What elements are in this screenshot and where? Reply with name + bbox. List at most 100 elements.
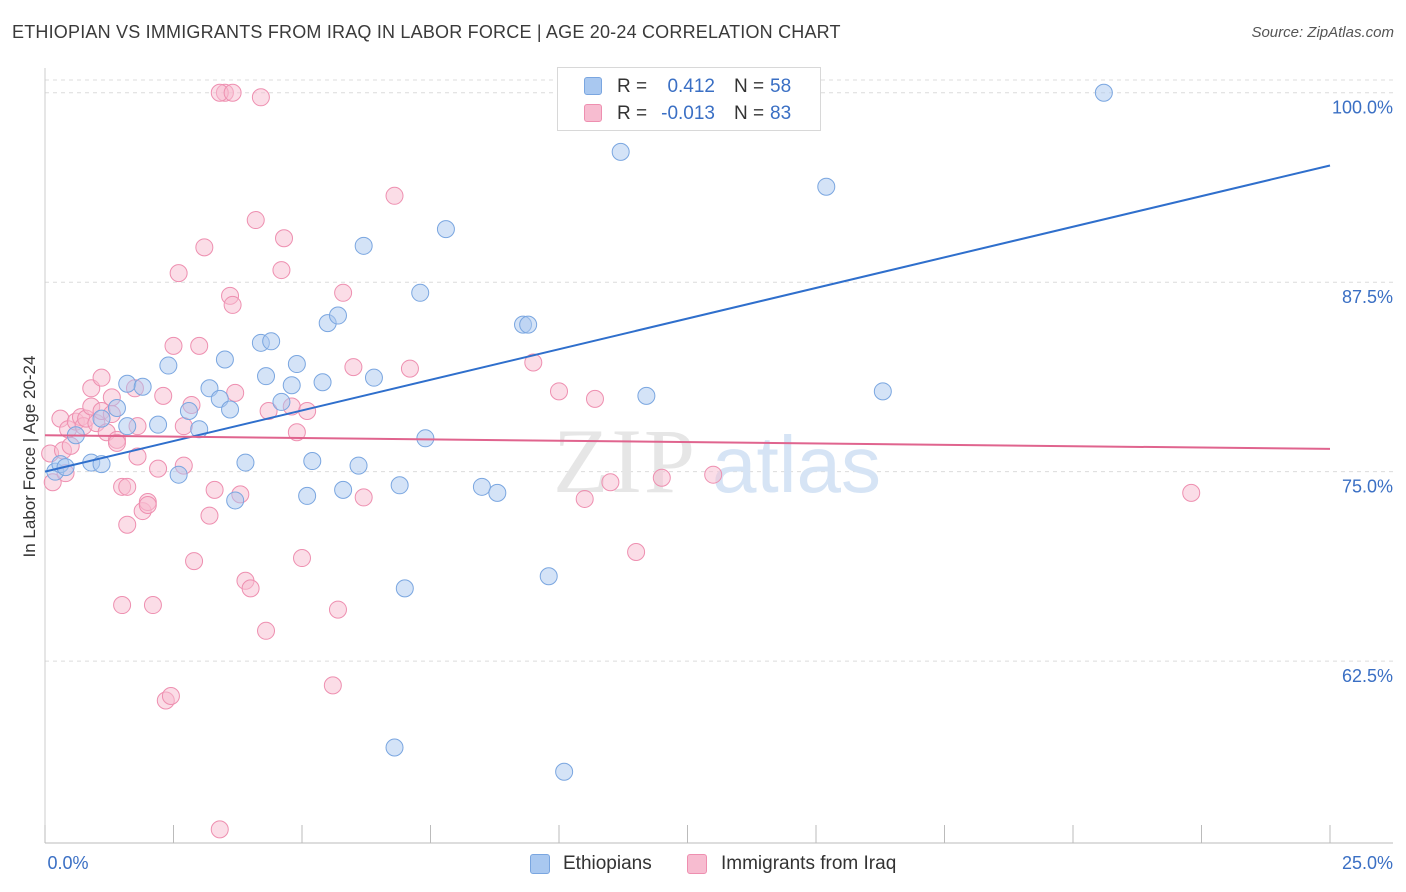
legend-label: Immigrants from Iraq (721, 853, 897, 874)
ethiopians-point (334, 480, 353, 499)
iraq-point (259, 402, 278, 421)
ethiopians-point (262, 332, 281, 351)
chart-title: ETHIOPIAN VS IMMIGRANTS FROM IRAQ IN LAB… (12, 22, 841, 42)
x-tick-label-end: 25.0% (1342, 853, 1393, 873)
trend-lines (44, 164, 1331, 473)
iraq-point (704, 465, 723, 484)
n-value: 58 (770, 76, 792, 97)
iraq-point (107, 433, 126, 452)
ethiopians-trend-line (44, 164, 1331, 473)
iraq-swatch (584, 104, 602, 122)
ethiopians-point (272, 392, 291, 411)
ethiopians-point (179, 402, 198, 421)
ethiopians-point (118, 374, 137, 393)
iraq-point (164, 336, 183, 355)
iraq-point (344, 358, 363, 377)
axis-labels: 62.5% 75.0% 87.5% 100.0% 0.0% 25.0% In Labor F… (20, 98, 1393, 873)
iraq-point (627, 542, 646, 561)
series-ethiopians (46, 83, 1113, 781)
iraq-point (190, 336, 209, 355)
iraq-point (328, 600, 347, 619)
watermark-atlas: atlas (712, 420, 881, 509)
iraq-point (226, 383, 245, 402)
iraq-point (246, 211, 265, 230)
iraq-point (185, 552, 204, 571)
ethiopians-point (488, 483, 507, 502)
ethiopians-point (873, 382, 892, 401)
ethiopians-point (637, 386, 656, 405)
ethiopians-point (411, 283, 430, 302)
y-tick-label: 75.0% (1342, 477, 1393, 497)
ethiopians-point (133, 377, 152, 396)
iraq-point (287, 423, 306, 442)
n-label: N = (734, 76, 765, 97)
ethiopians-point (555, 762, 574, 781)
ethiopians-point (328, 306, 347, 325)
iraq-point (257, 621, 276, 640)
ethiopians-point (282, 376, 301, 395)
ethiopians-point (236, 453, 255, 472)
watermark: ZIP atlas (553, 410, 881, 512)
iraq-point (143, 596, 162, 615)
ethiopians-point (354, 236, 373, 255)
ethiopians-point (159, 356, 178, 375)
ethiopians-point (539, 567, 558, 586)
iraq-point (550, 382, 568, 401)
ethiopians-point (1094, 83, 1113, 102)
ethiopians-point (817, 177, 836, 196)
iraq-point (400, 359, 419, 378)
ethiopians-point (287, 355, 306, 374)
r-label: R = (617, 76, 648, 97)
iraq-trend-line (44, 434, 1331, 450)
iraq-point (205, 480, 224, 499)
iraq-point (154, 386, 173, 405)
iraq-point (92, 368, 111, 387)
legend-label: Ethiopians (563, 853, 652, 874)
iraq-point (354, 488, 373, 507)
r-value: 0.412 (667, 76, 715, 97)
iraq-point (161, 686, 180, 705)
ethiopians-point (107, 398, 126, 417)
ethiopians-point (364, 368, 383, 387)
ethiopians-point (169, 465, 188, 484)
ethiopians-point (221, 400, 240, 419)
ethiopians-point (313, 373, 332, 392)
ethiopians-point (385, 738, 404, 757)
ethiopians-point (303, 452, 322, 471)
ethiopians-point (149, 415, 168, 434)
iraq-point (275, 229, 294, 248)
iraq-point (575, 489, 594, 508)
ethiopians-point (349, 456, 368, 475)
ethiopians-point (390, 476, 409, 495)
iraq-point (251, 88, 270, 107)
ethiopians-point (257, 367, 276, 386)
iraq-point (1182, 483, 1201, 502)
iraq-point (200, 506, 219, 525)
iraq-point (118, 477, 137, 496)
iraq-point (113, 596, 132, 615)
iraq-point (149, 459, 168, 478)
n-value: 83 (770, 103, 792, 124)
ethiopians-point (472, 477, 491, 496)
ethiopians-point (395, 579, 414, 598)
iraq-point (195, 238, 214, 257)
iraq-point (652, 468, 671, 487)
ethiopians-point (118, 417, 137, 436)
y-tick-label: 87.5% (1342, 287, 1393, 307)
n-label: N = (734, 103, 765, 124)
iraq-point (601, 473, 620, 492)
iraq-point (223, 83, 242, 102)
r-value: -0.013 (661, 103, 715, 124)
iraq-point (334, 283, 353, 302)
watermark-zip: ZIP (553, 410, 697, 512)
r-label: R = (617, 103, 648, 124)
ethiopians-point (519, 315, 538, 334)
iraq-point (272, 261, 291, 280)
iraq-point (138, 496, 157, 515)
ethiopians-point (215, 350, 234, 369)
iraq-swatch (687, 854, 707, 874)
ethiopians-point (92, 409, 111, 428)
iraq-point (385, 186, 404, 205)
ethiopians-swatch (530, 854, 550, 874)
